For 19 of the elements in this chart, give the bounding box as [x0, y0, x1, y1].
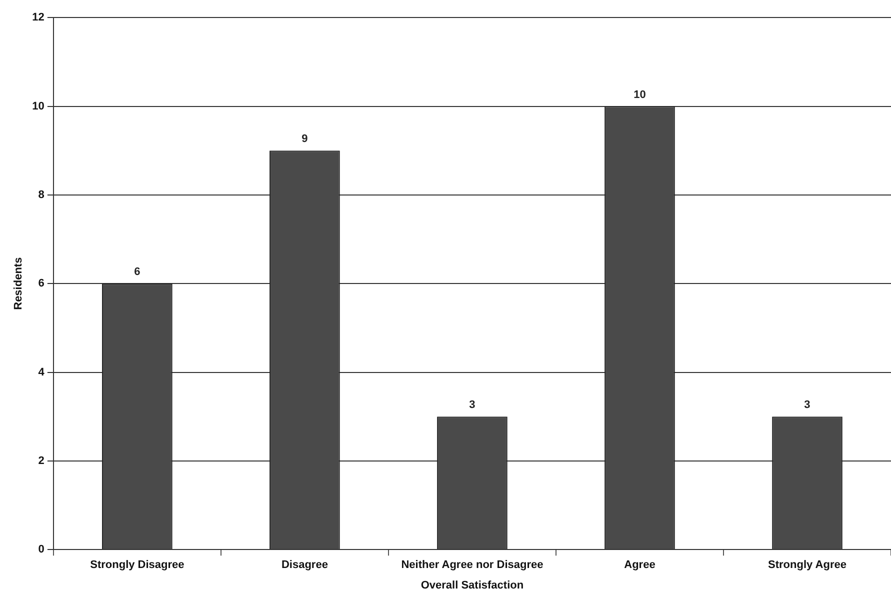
x-tick-label: Disagree [281, 559, 328, 572]
y-tick-label: 2 [38, 454, 44, 467]
x-tick-label: Agree [624, 559, 656, 572]
data-label: 6 [134, 266, 140, 278]
y-tick-label: 0 [38, 544, 44, 556]
data-label: 3 [469, 399, 476, 412]
y-tick-label: 12 [32, 12, 44, 24]
x-tick-label: Strongly Disagree [90, 559, 184, 572]
x-axis-title: Overall Satisfaction [420, 579, 524, 592]
y-tick-label: 8 [38, 188, 44, 201]
x-tick-label: Neither Agree nor Disagree [401, 559, 544, 572]
y-axis-title: Residents [12, 257, 25, 310]
x-tick-label: Strongly Agree [768, 559, 846, 572]
data-label: 10 [634, 88, 646, 101]
y-tick-label: 10 [32, 100, 44, 112]
y-tick-label: 6 [38, 278, 44, 290]
y-tick-label: 4 [38, 366, 46, 378]
data-label: 9 [302, 133, 308, 146]
data-label: 3 [804, 399, 810, 412]
